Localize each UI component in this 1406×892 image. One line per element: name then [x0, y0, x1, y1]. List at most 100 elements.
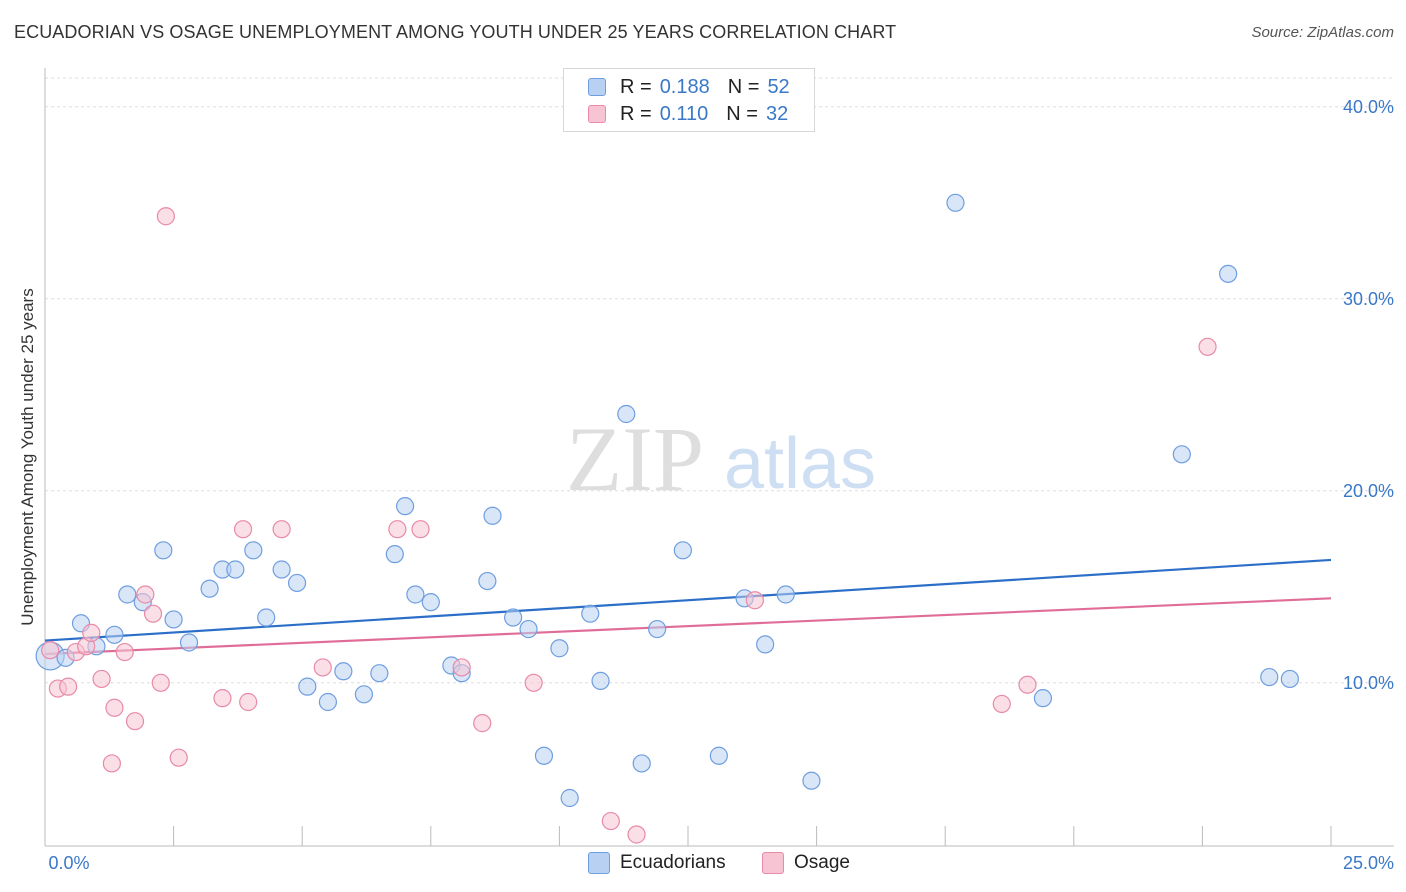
ecuadorians-point [272, 560, 291, 579]
axis-layer: 10.0% 20.0% 30.0% 40.0% [44, 68, 1394, 847]
osage-point [411, 520, 430, 539]
correlation-legend: R = 0.188 N = 52 R = 0.110 N = 32 [563, 68, 815, 132]
ecuadorians-point [257, 608, 276, 627]
ecuadorians-point [776, 585, 795, 604]
ecuadorians-point [179, 633, 199, 652]
trend-line-ecuadorians [44, 558, 1332, 642]
osage-point [156, 207, 175, 226]
osage-point [992, 694, 1011, 714]
ecuadorians-legend-swatch [588, 852, 610, 874]
x-tick-label-max: 25.0% [1343, 853, 1394, 873]
ecuadorians-point [105, 625, 124, 644]
point-layer [35, 193, 1299, 844]
osage-point [272, 520, 291, 539]
ecuadorians-point [478, 571, 497, 591]
osage-point [41, 641, 60, 660]
ecuadorians-point [318, 692, 338, 712]
osage-point [143, 604, 163, 623]
ecuadorians-point [1033, 689, 1053, 708]
ecuadorians-point [504, 608, 523, 627]
ecuadorians-point [1260, 667, 1279, 687]
bottom-legend-osage: Osage [762, 851, 850, 875]
ecuadorians-point [519, 619, 538, 639]
ecuadorians-point [560, 788, 579, 808]
osage-point [125, 712, 145, 731]
ecuadorians-point [617, 404, 636, 424]
legend-row-ecuadorians: R = 0.188 N = 52 [588, 75, 790, 99]
trend-line-osage [44, 597, 1332, 656]
osage-point [388, 520, 407, 539]
osage-point [239, 692, 258, 712]
osage-point [169, 748, 188, 767]
y-tick-label: 10.0% [1343, 673, 1394, 693]
ecuadorians-swatch [588, 78, 606, 96]
grid-layer [45, 77, 1394, 684]
x-tick-label-min: 0.0% [48, 853, 89, 873]
ecuadorians-point [334, 662, 353, 681]
ecuadorians-point [1219, 264, 1238, 283]
ecuadorians-r-value: 0.188 [659, 75, 710, 98]
legend-row-osage: R = 0.110 N = 32 [588, 102, 788, 126]
ecuadorians-point [534, 746, 554, 765]
ecuadorians-point [421, 593, 440, 612]
osage-point [92, 669, 111, 689]
osage-legend-swatch [762, 852, 784, 874]
ecuadorians-point [1172, 445, 1191, 464]
ecuadorians-point [709, 746, 728, 765]
watermark-atlas: atlas [724, 424, 876, 504]
n-label: N = [727, 75, 760, 98]
osage-point [102, 754, 121, 773]
osage-point [627, 825, 646, 844]
ecuadorians-point [354, 685, 374, 704]
ecuadorians-point [287, 573, 307, 593]
osage-point [82, 623, 101, 642]
ecuadorians-point [298, 677, 317, 696]
osage-n-value: 32 [765, 102, 789, 125]
osage-swatch [588, 105, 606, 123]
ecuadorians-point [118, 585, 137, 604]
osage-point [233, 520, 253, 539]
osage-point [601, 811, 620, 831]
ecuadorians-point [395, 497, 415, 516]
osage-point [59, 677, 78, 696]
ecuadorians-point [164, 610, 183, 629]
ecuadorians-point [673, 541, 692, 560]
osage-point [524, 673, 543, 692]
ecuadorians-point [648, 619, 667, 639]
osage-point [745, 591, 764, 610]
ecuadorians-point [244, 541, 263, 560]
osage-point [105, 698, 124, 717]
y-tick-label: 30.0% [1343, 289, 1394, 309]
ecuadorians-point [591, 671, 610, 690]
osage-point [213, 689, 232, 708]
ecuadorians-point [581, 604, 600, 623]
n-label: N = [726, 102, 758, 125]
trend-layer [44, 558, 1332, 656]
osage-point [151, 673, 170, 692]
osage-point [1018, 675, 1037, 694]
osage-point [313, 658, 332, 677]
y-axis-label: Unemployment Among Youth under 25 years [18, 288, 37, 625]
ecuadorians-point [1280, 669, 1299, 689]
ecuadorians-point [632, 754, 651, 773]
ecuadorians-point [946, 193, 965, 212]
ecuadorians-point [406, 585, 425, 604]
ecuadorians-n-value: 52 [767, 75, 790, 98]
osage-point [452, 658, 471, 677]
source-label: Source: ZipAtlas.com [1251, 24, 1394, 41]
watermark-zip: ZIP [566, 408, 704, 510]
ecuadorians-point [154, 541, 173, 560]
osage-point [473, 714, 492, 733]
ecuadorians-point [200, 579, 219, 598]
osage-point [1198, 337, 1217, 356]
ecuadorians-point [226, 560, 245, 579]
ecuadorians-point [483, 506, 502, 525]
y-tick-label: 40.0% [1343, 97, 1394, 117]
osage-point [115, 642, 134, 662]
ecuadorians-point [802, 771, 821, 790]
ecuadorians-point [756, 635, 775, 654]
ecuadorians-point [370, 664, 389, 683]
y-tick-label: 20.0% [1343, 481, 1394, 501]
r-label: R = [620, 102, 652, 125]
